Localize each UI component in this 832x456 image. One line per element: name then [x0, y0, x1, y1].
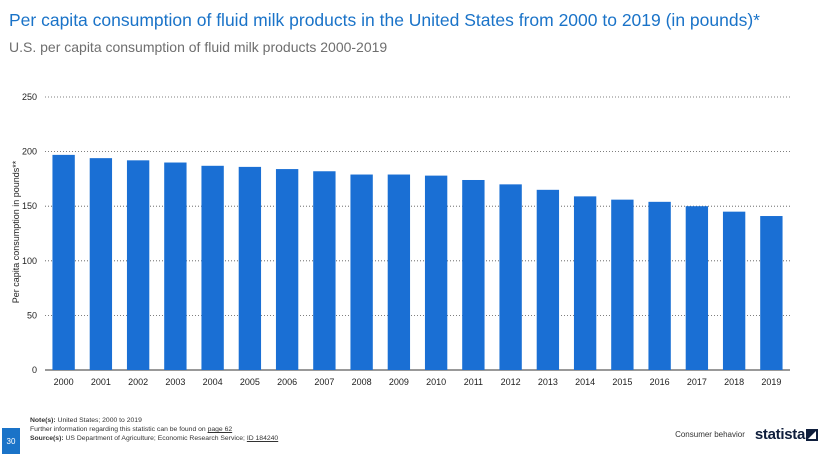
bar — [52, 154, 75, 370]
bar — [313, 171, 336, 370]
x-tick-label: 2016 — [650, 377, 670, 387]
statista-logo: statista — [755, 426, 818, 443]
bar — [760, 216, 783, 370]
bar — [350, 174, 373, 370]
y-tick-label: 150 — [22, 201, 37, 211]
y-tick-label: 50 — [27, 310, 37, 320]
x-tick-label: 2001 — [91, 377, 111, 387]
bar — [126, 160, 150, 370]
grid-lines — [45, 96, 790, 371]
x-tick-label: 2011 — [464, 377, 483, 387]
source-label: Source(s): — [30, 435, 64, 442]
bar — [722, 211, 746, 370]
bar — [275, 169, 299, 370]
y-tick-label: 100 — [22, 256, 37, 266]
source-id-link[interactable]: ID 184240 — [246, 435, 279, 442]
bar — [462, 179, 485, 370]
x-tick-label: 2014 — [575, 377, 595, 387]
bar — [499, 184, 522, 370]
x-tick-label: 2002 — [128, 377, 148, 387]
bar — [387, 174, 411, 370]
bar-chart: 0 50 100 150 200 250 2000 2001 2002 2003 2004 2005… — [11, 92, 790, 387]
y-axis-ticks: 0 50 100 150 200 250 — [22, 92, 37, 375]
bar — [536, 189, 560, 370]
x-tick-label: 2000 — [54, 377, 74, 387]
x-axis-ticks: 2000 2001 2002 2003 2004 2005 2006 2007 2008 2009… — [54, 377, 782, 387]
bar — [611, 199, 634, 370]
x-tick-label: 2013 — [538, 377, 558, 387]
x-tick-label: 2004 — [203, 377, 223, 387]
y-tick-label: 200 — [22, 147, 37, 157]
y-tick-label: 0 — [32, 365, 37, 375]
further-info-text: Further information regarding this stati… — [30, 426, 208, 433]
bar — [89, 158, 113, 370]
y-tick-label: 250 — [22, 92, 37, 102]
x-tick-label: 2003 — [165, 377, 185, 387]
notes-text: United States; 2000 to 2019 — [55, 417, 142, 424]
x-tick-label: 2017 — [687, 377, 707, 387]
x-tick-label: 2012 — [501, 377, 521, 387]
x-tick-label: 2019 — [761, 377, 781, 387]
x-tick-label: 2006 — [277, 377, 297, 387]
statista-logo-icon — [806, 428, 818, 441]
bar — [201, 165, 224, 370]
chart-title: Per capita consumption of fluid milk pro… — [9, 10, 760, 30]
bar — [424, 175, 448, 370]
x-tick-label: 2015 — [612, 377, 632, 387]
brand-name: statista — [754, 426, 805, 443]
footer-branding: Consumer behavior statista — [675, 426, 818, 443]
bars — [52, 154, 783, 370]
category-label: Consumer behavior — [675, 430, 745, 439]
bar — [164, 162, 187, 370]
x-tick-label: 2010 — [426, 377, 446, 387]
bar — [648, 201, 671, 370]
x-tick-label: 2018 — [724, 377, 744, 387]
x-tick-label: 2009 — [389, 377, 409, 387]
further-info-link[interactable]: page 62 — [207, 426, 233, 433]
source-text: US Department of Agriculture; Economic R… — [63, 435, 247, 442]
x-tick-label: 2008 — [352, 377, 372, 387]
footer-notes: Note(s): United States; 2000 to 2019 Fur… — [30, 416, 278, 443]
bar — [573, 196, 597, 370]
bar — [238, 166, 262, 370]
x-tick-label: 2005 — [240, 377, 260, 387]
bar — [685, 206, 709, 370]
x-tick-label: 2007 — [314, 377, 334, 387]
page-number: 30 — [2, 428, 20, 454]
chart-subtitle: U.S. per capita consumption of fluid mil… — [9, 39, 388, 55]
notes-label: Note(s): — [30, 417, 56, 424]
y-axis-label: Per capita consumption in pounds** — [11, 160, 21, 303]
